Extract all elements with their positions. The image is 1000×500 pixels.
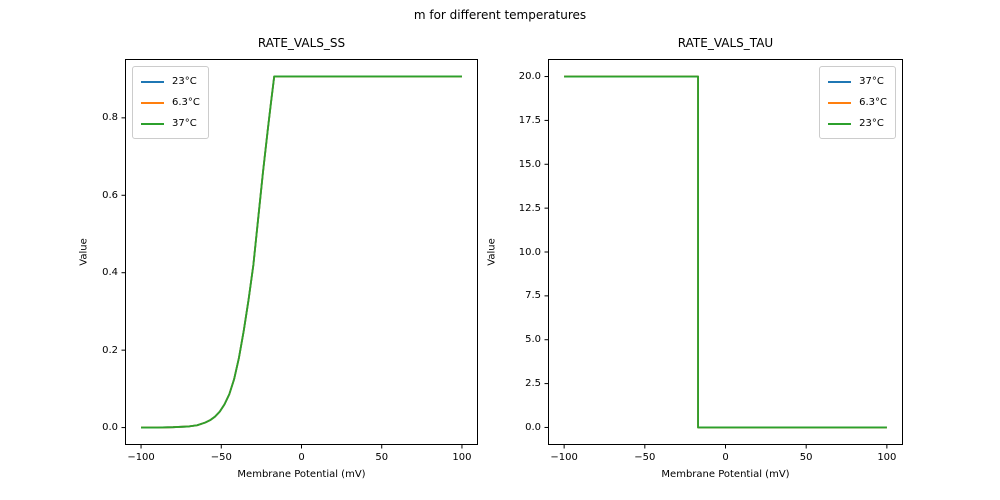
legend: 23°C 6.3°C 37°C (132, 66, 209, 139)
legend-line-swatch (828, 101, 852, 104)
y-tick-label: 0.0 (525, 421, 541, 433)
legend-entry: 37°C (828, 71, 887, 92)
legend-label: 23°C (859, 118, 884, 129)
x-tick-label: 0 (298, 452, 305, 463)
y-tick-label: 2.5 (525, 378, 541, 390)
x-tick-label: −50 (210, 452, 232, 463)
legend-entry: 23°C (141, 71, 200, 92)
plot-area (544, 59, 903, 449)
y-tick-label: 0.6 (102, 189, 118, 201)
y-tick-label: 15.0 (518, 158, 541, 170)
y-axis-label: Value (486, 238, 498, 266)
y-tick-label: 20.0 (518, 71, 541, 83)
series-line-23cc (564, 75, 887, 429)
y-axis-label: Value (78, 238, 90, 266)
subplot-title: RATE_VALS_TAU (677, 36, 774, 50)
y-tick-label: 10.0 (518, 246, 541, 258)
x-tick-label: 100 (452, 452, 472, 463)
x-tick-label: 100 (877, 452, 897, 463)
figure-title: m for different temperatures (413, 8, 587, 22)
x-axis-label: Membrane Potential (mV) (237, 469, 366, 480)
legend-line-swatch (828, 80, 852, 83)
legend-line-swatch (141, 80, 164, 83)
x-axis-label: Membrane Potential (mV) (661, 469, 790, 480)
y-tick-label: 0.8 (102, 112, 118, 124)
axes-spines (125, 59, 478, 445)
legend-line-swatch (828, 122, 852, 125)
x-tick-label: −100 (550, 452, 578, 463)
legend-label: 6.3°C (172, 97, 200, 108)
x-tick-label: 50 (799, 452, 813, 463)
legend-entry: 23°C (828, 113, 887, 134)
y-tick-label: 5.0 (525, 334, 541, 346)
legend: 37°C 6.3°C 23°C (819, 66, 896, 139)
y-tick-label: 7.5 (525, 290, 541, 302)
legend-label: 23°C (172, 76, 197, 87)
plot-area (121, 59, 478, 449)
y-tick-label: 12.5 (518, 202, 541, 214)
x-tick-label: −100 (127, 452, 155, 463)
legend-entry: 37°C (141, 113, 200, 134)
x-tick-label: −50 (634, 452, 656, 463)
y-tick-label: 0.0 (102, 422, 118, 434)
x-tick-label: 0 (722, 452, 729, 463)
series-line-37cc (141, 75, 462, 429)
subplot-rate-vals-tau: RATE_VALS_TAU Value Membrane Potential (… (487, 36, 903, 480)
legend-entry: 6.3°C (828, 92, 887, 113)
y-tick-label: 0.4 (102, 267, 118, 279)
legend-label: 37°C (172, 118, 197, 129)
legend-entry: 6.3°C (141, 92, 200, 113)
legend-label: 6.3°C (859, 97, 887, 108)
subplot-title: RATE_VALS_SS (257, 36, 346, 50)
legend-line-swatch (141, 122, 164, 125)
y-tick-label: 17.5 (518, 114, 541, 126)
x-tick-label: 50 (375, 452, 389, 463)
legend-line-swatch (141, 101, 164, 104)
axes-spines (548, 59, 903, 445)
y-tick-label: 0.2 (102, 344, 118, 356)
subplot-rate-vals-ss: RATE_VALS_SS Value Membrane Potential (m… (79, 36, 478, 480)
legend-label: 37°C (859, 76, 884, 87)
